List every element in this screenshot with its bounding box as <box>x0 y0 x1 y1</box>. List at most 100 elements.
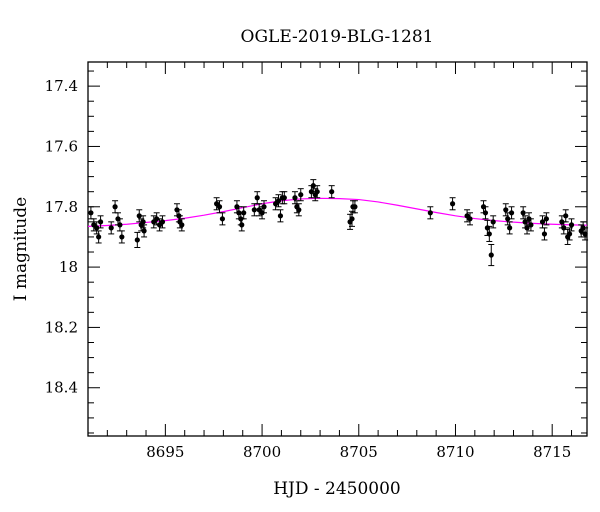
data-point <box>314 185 321 199</box>
y-tick-label: 18 <box>59 258 78 276</box>
data-point <box>87 206 94 220</box>
point-marker <box>310 183 316 189</box>
data-point <box>150 215 157 229</box>
data-point <box>527 218 534 232</box>
data-point <box>482 206 489 220</box>
chart-title: OGLE-2019-BLG-1281 <box>241 27 434 47</box>
point-marker <box>449 201 456 207</box>
data-point <box>349 210 356 227</box>
point-marker <box>241 210 247 216</box>
data-point <box>490 215 497 229</box>
point-marker <box>96 234 102 240</box>
plot-area: 8695 8700 8705 8710 8715 17.417.617.81818.21… <box>45 61 589 461</box>
point-marker <box>508 210 515 216</box>
point-marker <box>88 210 94 216</box>
x-tick-label: 8695 <box>146 443 184 461</box>
data-point <box>449 197 456 211</box>
data-point <box>310 179 317 193</box>
data-point <box>136 209 143 223</box>
data-point <box>140 215 147 229</box>
data-point <box>582 227 589 241</box>
data-point <box>178 218 185 232</box>
data-point <box>562 209 569 223</box>
data-point <box>295 203 302 217</box>
point-marker <box>568 222 575 228</box>
data-point <box>112 200 119 214</box>
data-point <box>240 206 247 220</box>
x-tick-label: 8705 <box>340 443 378 461</box>
data-point <box>108 221 115 235</box>
data-point <box>297 188 304 202</box>
point-marker <box>277 213 284 219</box>
data-point <box>488 243 495 267</box>
point-marker <box>314 189 320 195</box>
data-point <box>568 218 575 232</box>
point-marker <box>543 216 549 222</box>
point-marker <box>566 231 573 237</box>
y-tick-label: 18.4 <box>45 379 78 397</box>
x-tick-label: 8710 <box>436 443 474 461</box>
point-marker <box>503 207 509 213</box>
data-point <box>118 230 125 244</box>
point-marker <box>254 195 260 201</box>
point-marker <box>505 216 511 222</box>
point-marker <box>539 219 546 225</box>
point-marker <box>140 219 146 225</box>
data-point <box>134 231 141 248</box>
data-point <box>281 191 288 205</box>
point-marker <box>117 222 123 228</box>
point-marker <box>490 219 496 225</box>
point-marker <box>119 234 125 240</box>
point-marker <box>582 231 588 237</box>
point-marker <box>108 225 114 231</box>
point-marker <box>219 216 226 222</box>
point-marker <box>352 204 358 210</box>
point-marker <box>112 204 118 210</box>
point-marker <box>136 213 142 219</box>
point-marker <box>524 225 530 231</box>
point-marker <box>134 237 140 243</box>
point-marker <box>486 231 492 237</box>
data-point <box>219 212 226 226</box>
point-marker <box>507 225 513 231</box>
data-point <box>159 215 166 229</box>
point-marker <box>251 207 257 213</box>
point-marker <box>239 222 245 228</box>
point-marker <box>329 189 335 195</box>
data-point <box>464 209 471 223</box>
data-point <box>291 191 298 205</box>
data-point <box>95 230 102 244</box>
point-marker <box>488 252 494 258</box>
point-marker <box>94 225 100 231</box>
point-marker <box>281 195 287 201</box>
x-tick-labels: 8695 8700 8705 8710 8715 <box>146 443 571 461</box>
data-point <box>506 221 513 235</box>
data-point <box>543 212 550 226</box>
data-points <box>87 179 589 267</box>
point-marker <box>482 210 489 216</box>
data-point <box>566 227 573 241</box>
data-point <box>427 206 434 220</box>
y-axis-label: I magnitude <box>11 197 31 301</box>
data-point <box>328 185 335 199</box>
y-tick-label: 17.4 <box>45 77 78 95</box>
point-marker <box>528 222 534 228</box>
data-point <box>351 200 358 214</box>
point-marker <box>216 204 223 210</box>
point-marker <box>427 210 433 216</box>
point-marker <box>292 195 298 201</box>
plot-frame <box>87 61 588 437</box>
data-point <box>275 194 282 208</box>
point-marker <box>298 192 304 198</box>
y-tick-label: 17.6 <box>45 137 78 155</box>
y-tick-label: 18.2 <box>45 318 78 336</box>
axis-ticks <box>87 62 587 436</box>
point-marker <box>563 213 569 219</box>
data-point <box>466 212 473 226</box>
data-point <box>486 225 493 242</box>
data-point <box>141 224 148 238</box>
x-axis-label: HJD - 2450000 <box>273 479 401 499</box>
y-tick-label: 17.8 <box>45 198 78 216</box>
y-tick-labels: 17.4 17.6 17.8 18 18.2 18.4 <box>45 77 78 397</box>
